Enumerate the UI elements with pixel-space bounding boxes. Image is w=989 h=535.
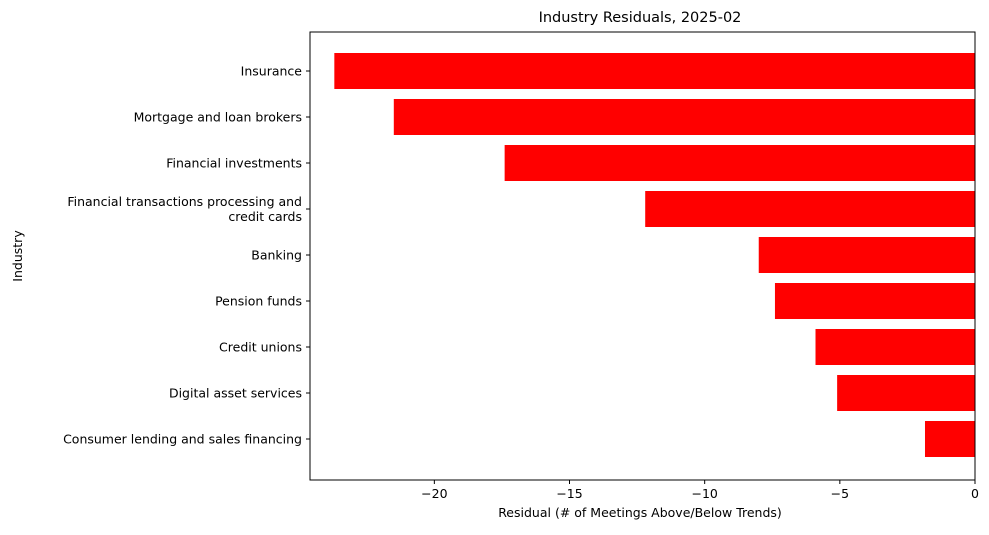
bar-0 bbox=[334, 53, 976, 89]
y-tick-label: Insurance bbox=[241, 64, 303, 79]
x-tick-label: 0 bbox=[971, 486, 979, 501]
x-ticks-group: −20 −15 −10 −5 0 bbox=[421, 480, 979, 501]
y-tick-label: Financial investments bbox=[166, 156, 302, 171]
y-tick-label: Banking bbox=[251, 248, 302, 263]
chart-title: Industry Residuals, 2025-02 bbox=[539, 10, 742, 26]
y-tick-label: Pension funds bbox=[215, 294, 302, 309]
bar-3 bbox=[645, 191, 975, 227]
y-tick-label: Consumer lending and sales financing bbox=[63, 432, 302, 447]
y-axis-label: Industry bbox=[10, 230, 25, 282]
x-tick-label: −20 bbox=[421, 486, 447, 501]
bar-5 bbox=[774, 283, 975, 319]
bar-8 bbox=[924, 421, 975, 457]
bar-6 bbox=[815, 329, 975, 365]
y-ticks-group: Insurance Mortgage and loan brokers Financ… bbox=[63, 64, 310, 447]
x-tick-label: −15 bbox=[556, 486, 582, 501]
y-tick-label: Digital asset services bbox=[169, 386, 302, 401]
x-axis-label: Residual (# of Meetings Above/Below Tren… bbox=[498, 505, 782, 520]
x-tick-label: −5 bbox=[831, 486, 849, 501]
y-tick-label: Credit unions bbox=[219, 340, 302, 355]
bar-7 bbox=[837, 375, 975, 411]
plot-frame bbox=[309, 31, 976, 481]
bar-2 bbox=[504, 145, 975, 181]
y-tick-label: Financial transactions processing and cre… bbox=[67, 194, 302, 224]
bars-group bbox=[334, 53, 976, 457]
bar-4 bbox=[758, 237, 975, 273]
y-tick-label: Mortgage and loan brokers bbox=[134, 110, 302, 125]
x-tick-label: −10 bbox=[691, 486, 717, 501]
bar-1 bbox=[393, 99, 976, 135]
